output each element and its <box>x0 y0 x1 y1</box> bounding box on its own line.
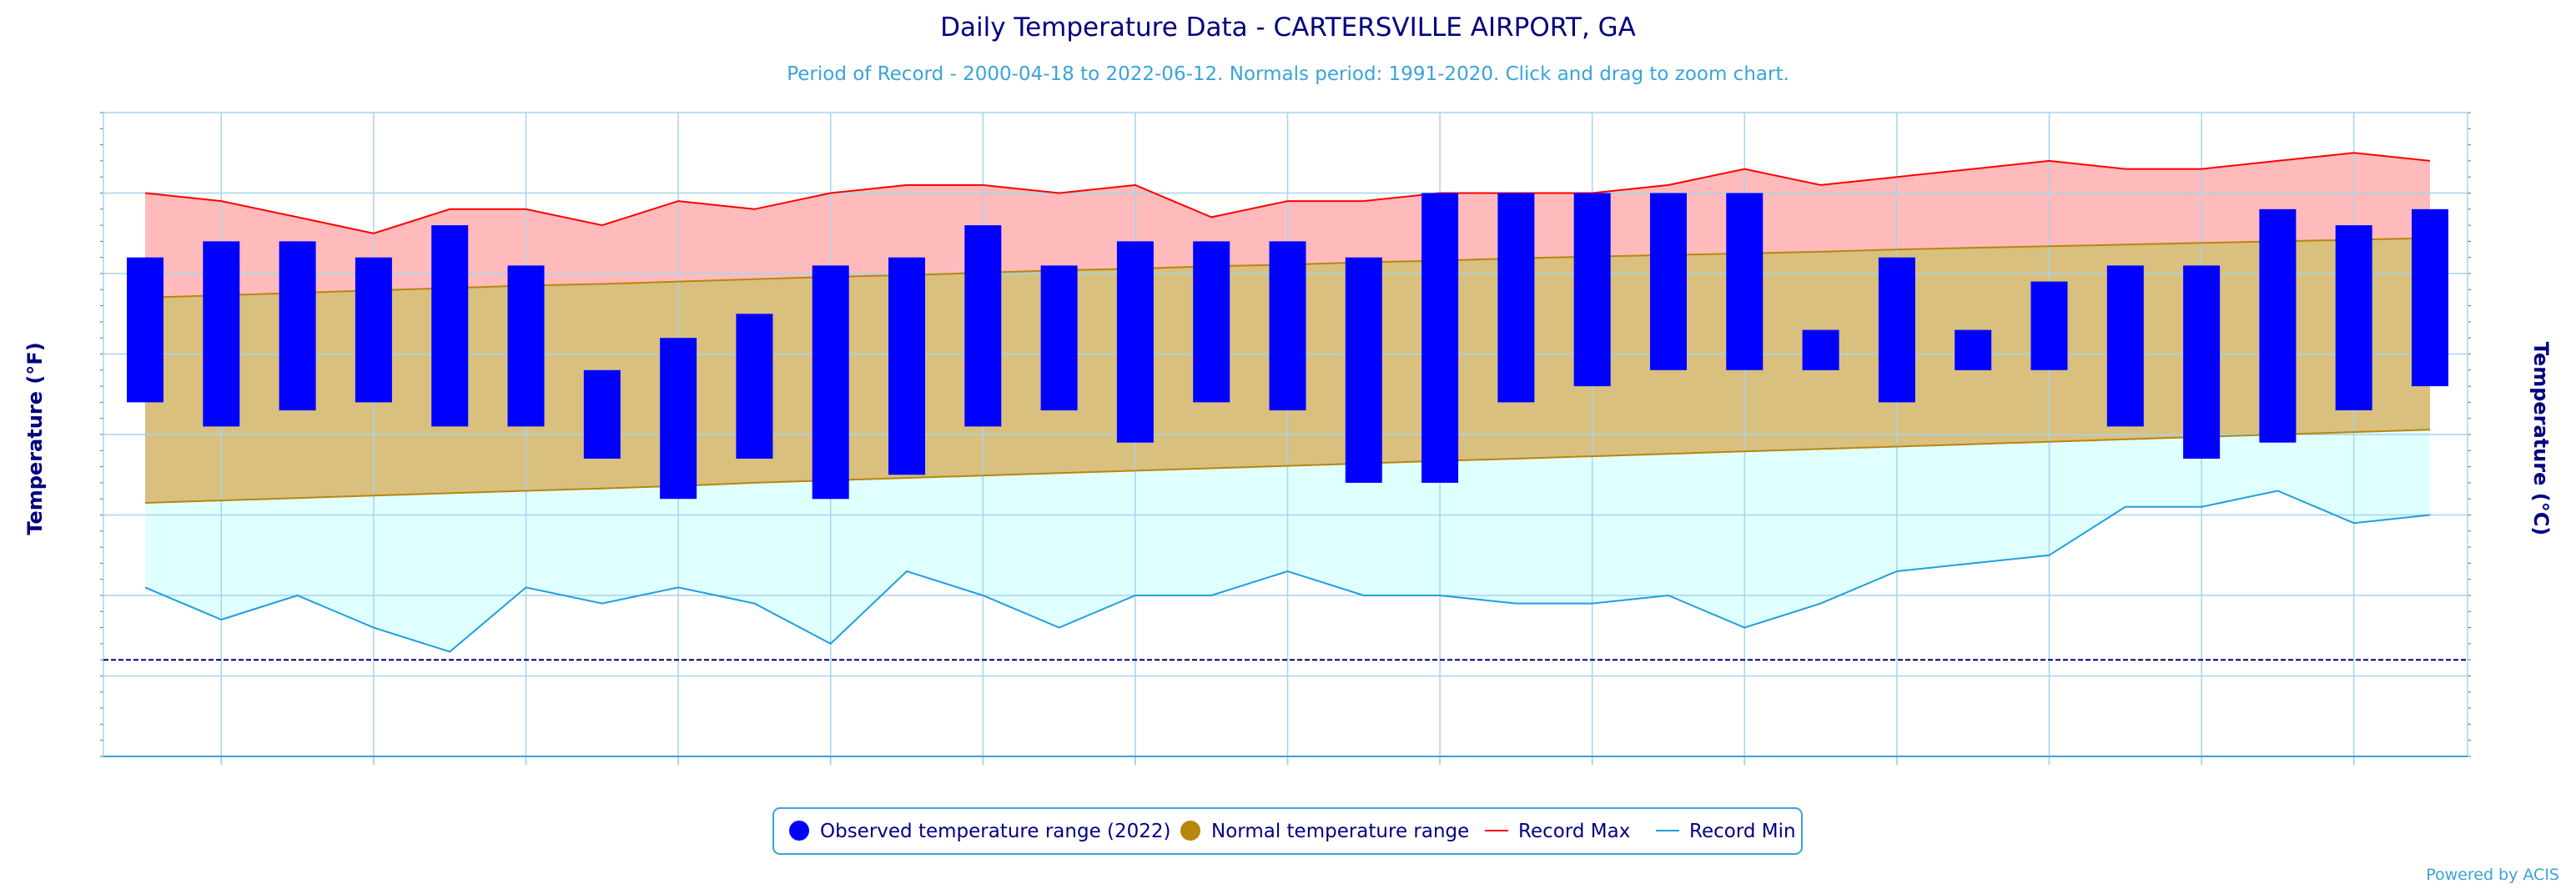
observed-bars <box>127 193 2448 500</box>
observed-range-bar <box>1573 193 1611 387</box>
y-axis-title: Temperature (°F) <box>23 342 47 535</box>
observed-range-bar <box>2030 281 2068 370</box>
chart-title: Daily Temperature Data - CARTERSVILLE AI… <box>940 13 1636 43</box>
normal-low-line <box>144 429 2431 504</box>
legend[interactable]: Observed temperature range (2022) Normal… <box>772 807 1803 855</box>
observed-range-bar <box>1726 193 1763 370</box>
observed-range-bar <box>1955 329 1992 370</box>
observed-range-bar <box>127 257 164 403</box>
legend-normal-swatch <box>1180 821 1200 841</box>
observed-range-bar <box>583 369 621 459</box>
observed-range-bar <box>1497 193 1535 403</box>
observed-range-bar <box>1116 241 1154 443</box>
legend-item-record-min[interactable]: Record Min <box>1656 821 1796 842</box>
observed-range-bar <box>2259 208 2297 443</box>
observed-range-bar <box>2412 208 2448 387</box>
plot-area[interactable] <box>100 112 2471 765</box>
observed-range-bar <box>2106 265 2144 427</box>
record-min-line <box>144 490 2431 653</box>
observed-range-bar <box>1421 193 1459 483</box>
observed-range-bar <box>1802 329 1839 370</box>
observed-range-bar <box>1193 241 1230 403</box>
record-max-line <box>144 152 2431 234</box>
legend-item-record-max[interactable]: Record Max <box>1485 821 1630 842</box>
observed-range-bar <box>2335 225 2372 410</box>
observed-range-bar <box>355 257 392 403</box>
y2-axis-title: Temperature (°C) <box>2529 342 2553 536</box>
observed-range-bar <box>1040 265 1078 411</box>
observed-range-bar <box>507 265 545 427</box>
observed-range-bar <box>1269 241 1306 411</box>
legend-item-normal[interactable]: Normal temperature range <box>1180 821 1469 842</box>
legend-item-observed[interactable]: Observed temperature range (2022) <box>789 821 1171 842</box>
observed-range-bar <box>888 257 925 475</box>
legend-box <box>772 807 1803 855</box>
observed-range-bar <box>279 241 316 411</box>
legend-record-max-label: Record Max <box>1518 821 1630 842</box>
legend-observed-swatch <box>789 821 809 841</box>
credit-link[interactable]: Powered by ACIS <box>2426 866 2559 884</box>
chart-subtitle: Period of Record - 2000-04-18 to 2022-06… <box>787 63 1789 85</box>
observed-range-bar <box>736 314 773 459</box>
observed-range-bar <box>812 265 849 500</box>
legend-normal-label: Normal temperature range <box>1211 821 1469 842</box>
observed-range-bar <box>964 225 1002 427</box>
observed-range-bar <box>2183 265 2221 459</box>
observed-range-bar <box>1878 257 1915 403</box>
observed-range-bar <box>1345 257 1382 483</box>
legend-record-min-label: Record Min <box>1689 821 1796 842</box>
observed-range-bar <box>203 241 240 427</box>
observed-range-bar <box>431 225 469 427</box>
observed-range-bar <box>660 338 697 500</box>
observed-range-bar <box>1650 193 1687 370</box>
legend-observed-label: Observed temperature range (2022) <box>820 821 1171 842</box>
